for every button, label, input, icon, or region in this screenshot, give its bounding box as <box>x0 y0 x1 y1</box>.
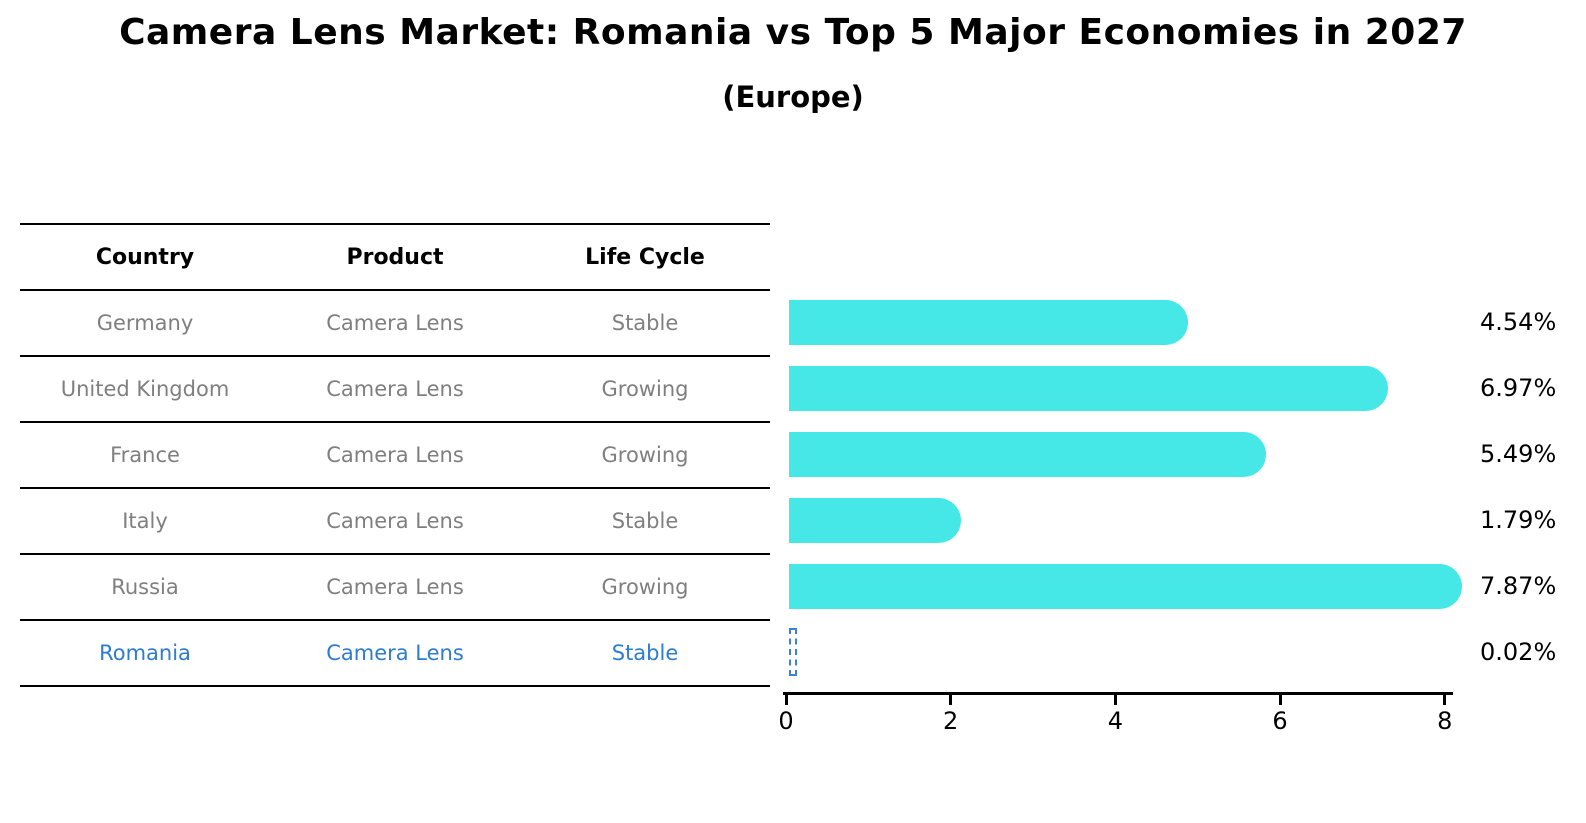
chart-title: Camera Lens Market: Romania vs Top 5 Maj… <box>119 12 1467 53</box>
value-label-row-russia: 7.87% <box>1480 553 1556 619</box>
table-cell-product: Camera Lens <box>326 443 464 467</box>
table-cell-life-cycle: Stable <box>611 509 679 533</box>
column-header-country: Country <box>95 244 195 270</box>
x-tick-mark-4 <box>1113 695 1117 705</box>
value-label-russia: 7.87% <box>1480 572 1557 600</box>
value-label-row-germany: 4.54% <box>1480 289 1556 355</box>
bar-chart-plot-area: 0 2 4 6 8 <box>778 223 1463 735</box>
country-table: Country Product Life Cycle Germany Camera… <box>20 223 770 687</box>
value-label-france: 5.49% <box>1480 440 1557 468</box>
value-label-italy: 1.79% <box>1480 506 1557 534</box>
table-cell-life-cycle: Growing <box>601 443 689 467</box>
x-tick-label-4: 4 <box>1107 707 1124 735</box>
value-label-romania: 0.02% <box>1480 638 1557 666</box>
table-cell-life-cycle: Growing <box>601 377 689 401</box>
x-tick-mark-2 <box>949 695 953 705</box>
table-row-romania: Romania Camera Lens Stable <box>20 621 770 687</box>
x-tick-mark-8 <box>1443 695 1447 705</box>
table-header-row: Country Product Life Cycle <box>20 225 770 291</box>
table-row-italy: Italy Camera Lens Stable <box>20 489 770 555</box>
table-cell-country: Italy <box>122 509 168 533</box>
table-cell-product: Camera Lens <box>326 575 464 599</box>
column-header-life-cycle: Life Cycle <box>585 244 705 270</box>
table-row-france: France Camera Lens Growing <box>20 423 770 489</box>
table-body: Germany Camera Lens Stable United Kingdom Ca… <box>20 291 770 687</box>
table-cell-country: United Kingdom <box>60 377 230 401</box>
value-label-germany: 4.54% <box>1480 308 1557 336</box>
table-cell-country: Russia <box>111 575 179 599</box>
bar-united-kingdom <box>789 365 1388 411</box>
table-row-united-kingdom: United Kingdom Camera Lens Growing <box>20 357 770 423</box>
table-cell-country: France <box>110 443 180 467</box>
table-cell-product: Camera Lens <box>326 641 464 665</box>
table-cell-product: Camera Lens <box>326 311 464 335</box>
x-tick-label-0: 0 <box>778 707 794 735</box>
x-tick-label-8: 8 <box>1437 707 1453 735</box>
x-tick-mark-6 <box>1278 695 1282 705</box>
x-tick-label-2: 2 <box>943 707 959 735</box>
value-label-row-romania: 0.02% <box>1480 619 1556 685</box>
value-label-row-france: 5.49% <box>1480 421 1556 487</box>
table-cell-country: Germany <box>96 311 194 335</box>
x-tick-label-6: 6 <box>1272 707 1288 735</box>
value-label-row-italy: 1.79% <box>1480 487 1556 553</box>
table-cell-life-cycle: Growing <box>601 575 689 599</box>
x-axis-line <box>783 692 1453 695</box>
table-row-germany: Germany Camera Lens Stable <box>20 291 770 357</box>
value-label-row-united-kingdom: 6.97% <box>1480 355 1556 421</box>
bar-russia <box>789 563 1463 609</box>
bar-romania <box>789 627 797 676</box>
table-row-russia: Russia Camera Lens Growing <box>20 555 770 621</box>
column-header-product: Product <box>346 244 444 270</box>
bar-germany <box>789 299 1188 345</box>
x-tick-mark-0 <box>784 695 788 705</box>
bar-france <box>789 431 1267 477</box>
table-cell-life-cycle: Stable <box>611 641 679 665</box>
value-label-united-kingdom: 6.97% <box>1480 374 1557 402</box>
table-cell-product: Camera Lens <box>326 377 464 401</box>
table-cell-country: Romania <box>99 641 191 665</box>
bar-italy <box>789 497 962 543</box>
table-cell-life-cycle: Stable <box>611 311 679 335</box>
chart-subtitle: (Europe) <box>722 80 864 114</box>
table-cell-product: Camera Lens <box>326 509 464 533</box>
